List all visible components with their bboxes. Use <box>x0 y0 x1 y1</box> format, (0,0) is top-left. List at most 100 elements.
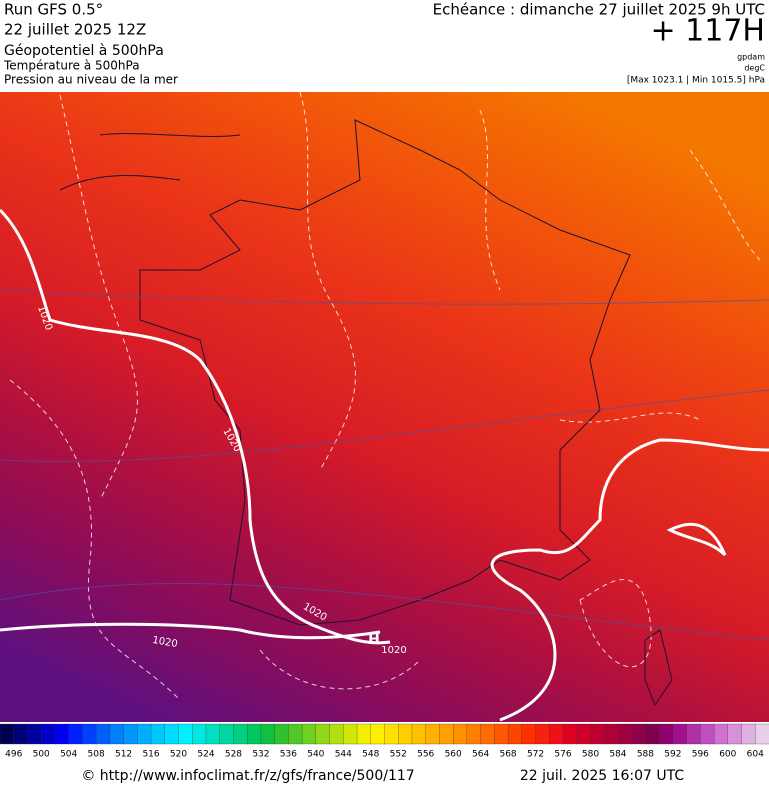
scale-swatch <box>480 723 496 745</box>
scale-label: 568 <box>499 750 516 760</box>
scale-swatch <box>507 723 523 745</box>
scale-swatch <box>576 723 592 745</box>
scale-label: 500 <box>33 750 50 760</box>
run-date: 22 juillet 2025 12Z <box>4 21 146 39</box>
scale-label: 540 <box>307 750 324 760</box>
isobars <box>0 208 769 722</box>
scale-label: 596 <box>692 750 709 760</box>
scale-swatch <box>535 723 550 745</box>
map <box>0 91 769 722</box>
scale-swatch <box>164 723 180 745</box>
scale-label: 556 <box>417 750 434 760</box>
scale-swatch <box>741 723 756 745</box>
scale-swatch <box>645 723 660 745</box>
scale-swatch <box>329 723 344 745</box>
scale-label: 512 <box>115 750 132 760</box>
scale-swatch <box>549 723 564 745</box>
scale-swatch <box>617 723 633 745</box>
field: Température à 500hPa <box>3 59 140 73</box>
scale-swatch <box>178 723 193 745</box>
scale-swatch <box>425 723 441 745</box>
scale-swatch <box>713 723 729 745</box>
scale-swatch <box>82 723 97 745</box>
scale-swatch <box>137 723 152 745</box>
scale-swatch <box>398 723 413 745</box>
scale-swatch <box>95 723 111 745</box>
pressure-range: [Max 1023.1 | Min 1015.5] hPa <box>627 76 765 86</box>
scale-swatch <box>247 723 262 745</box>
scale-label: 576 <box>554 750 571 760</box>
timestamp: 22 juil. 2025 16:07 UTC <box>520 768 685 784</box>
scale-swatch <box>453 723 468 745</box>
scale-swatch <box>315 723 331 745</box>
isobar-label: 1020 <box>381 645 406 656</box>
scale-swatch <box>260 723 276 745</box>
scale-label: 604 <box>747 750 764 760</box>
scale-label: 588 <box>637 750 654 760</box>
scale-swatch <box>631 723 647 745</box>
scale-swatch <box>672 723 688 745</box>
scale-swatch <box>233 723 248 745</box>
scale-swatch <box>109 723 125 745</box>
scale-swatch <box>123 723 138 745</box>
scale-label: 572 <box>527 750 544 760</box>
scale-swatch <box>466 723 482 745</box>
scale-label: 580 <box>582 750 599 760</box>
high-marker: H <box>368 632 380 648</box>
scale-swatch <box>274 723 290 745</box>
scale-label: 584 <box>609 750 626 760</box>
geopotential-lines <box>0 289 769 641</box>
scale-swatch <box>343 723 358 745</box>
scale-label: 528 <box>225 750 242 760</box>
scale-swatch <box>755 723 769 745</box>
scale-label: 564 <box>472 750 489 760</box>
scale-label: 508 <box>88 750 105 760</box>
scale-label: 552 <box>390 750 407 760</box>
scale-swatch <box>658 723 674 745</box>
scale-swatch <box>54 723 70 745</box>
scale-label: 524 <box>197 750 214 760</box>
scale-swatch <box>301 723 317 745</box>
scale-swatch <box>384 723 399 745</box>
scale-label: 532 <box>252 750 269 760</box>
unit: gpdam <box>737 53 765 62</box>
scale-label: 548 <box>362 750 379 760</box>
scale-swatch <box>41 723 56 745</box>
scale-label: 536 <box>280 750 297 760</box>
scale-swatch <box>27 723 42 745</box>
scale-swatch <box>192 723 207 745</box>
field: Géopotentiel à 500hPa <box>4 43 164 59</box>
scale-swatch <box>68 723 84 745</box>
scale-label: 600 <box>719 750 736 760</box>
isobar-label: 1020 <box>151 635 178 650</box>
scale-swatch <box>205 723 221 745</box>
scale-swatch <box>686 723 701 745</box>
source-url: © http://www.infoclimat.fr/z/gfs/france/… <box>81 768 414 784</box>
scale-label: 496 <box>5 750 22 760</box>
scale-swatch <box>411 723 427 745</box>
scale-label: 544 <box>335 750 352 760</box>
scale-swatch <box>700 723 715 745</box>
scale-swatch <box>150 723 166 745</box>
scale-swatch <box>494 723 509 745</box>
unit: degC <box>744 64 765 73</box>
scale-swatch <box>521 723 537 745</box>
scale-label: 520 <box>170 750 187 760</box>
scale-label: 560 <box>445 750 462 760</box>
scale-label: 504 <box>60 750 77 760</box>
scale-swatch <box>439 723 454 745</box>
borders <box>59 119 673 707</box>
scale-swatch <box>370 723 386 745</box>
lead-time: + 117H <box>651 14 766 49</box>
scale-swatch <box>219 723 235 745</box>
scale-swatch <box>562 723 578 745</box>
run: Run GFS 0.5° <box>4 1 103 19</box>
scale-label: 592 <box>664 750 681 760</box>
scale-swatch <box>590 723 605 745</box>
scale-swatch <box>13 723 29 745</box>
scale-swatch <box>604 723 619 745</box>
scale-label: 516 <box>142 750 159 760</box>
scale-swatch <box>288 723 303 745</box>
field: Pression au niveau de la mer <box>4 73 178 87</box>
